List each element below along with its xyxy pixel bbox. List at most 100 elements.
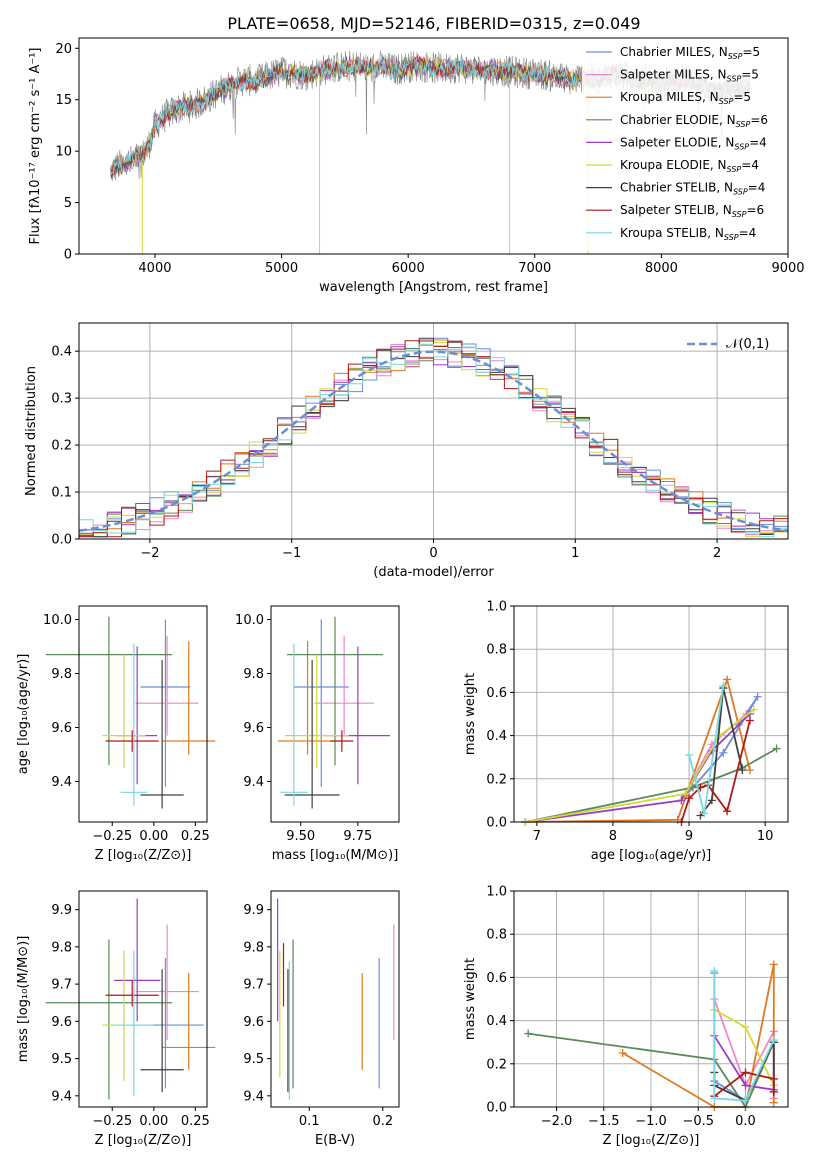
marker-kroupa-elodie [749,705,758,714]
axes-frame [78,605,208,823]
panel-mass-vs-ebv: 0.1 0.2 9.4 9.5 9.6 9.7 9.8 9.9 E(B-V) [243,890,400,1148]
x-tick-label: 2 [713,546,721,561]
marker-kroupa-stelib [685,751,694,760]
legend-entry-kroupa-stelib: Kroupa STELIB, NSSP=4 [620,226,756,242]
y-tick-label: 9.8 [243,667,264,682]
panel-spectrum: 4000 5000 6000 7000 8000 9000 0 5 10 15 20 waveleng… [28,37,805,295]
y-tick-label: 0.3 [51,392,72,407]
panel-age-vs-mass: 9.50 9.75 9.4 9.6 9.8 10.0 mass [log₁₀(M/M⊙)] [235,605,400,863]
x-axis-label: wavelength [Angstrom, rest frame] [319,280,548,295]
y-tick-label: 15 [55,93,72,108]
x-tick-label: −0.25 [92,1114,132,1129]
marker-salpeter-stelib [685,794,694,803]
y-tick-label: 9.4 [51,1089,72,1104]
y-tick-label: 9.7 [243,978,264,993]
panel-mass-weight-vs-Z: −2.0 −1.5 −1.0 −0.5 0.0 0.0 0.2 0.4 0.6 0.8 1.0 Z [… [463,885,789,1148]
y-tick-label: 9.4 [243,775,264,790]
x-tick-label: −1 [282,546,301,561]
x-tick-label: 4000 [138,261,171,276]
x-axis-label: mass [log₁₀(M/M⊙)] [272,848,399,863]
gaussian-legend-label: 𝒩(0,1) [726,337,769,352]
y-tick-label: 0.8 [486,928,507,943]
y-tick-label: 0.2 [486,1057,507,1072]
y-tick-label: 9.5 [51,1052,72,1067]
mass-weight-line-kroupa-elodie [525,708,755,823]
y-axis-label: age [log₁₀(age/yr)] [16,654,31,775]
marker-kroupa-stelib [700,809,709,818]
marker-salpeter-stelib [769,1087,778,1096]
x-tick-label: 0.1 [299,1114,320,1129]
y-tick-label: 0.0 [486,1101,507,1116]
marker-kroupa-stelib [741,1096,750,1105]
marker-chabrier-miles [753,692,762,701]
axes-frame [78,37,789,255]
x-tick-label: −1.0 [635,1114,667,1129]
x-tick-label: −0.5 [682,1114,714,1129]
marker-kroupa-elodie [681,789,690,798]
legend-entry-chabrier-miles: Chabrier MILES, NSSP=5 [620,45,760,61]
axes-frame [78,890,208,1108]
x-axis-label: Z [log₁₀(Z/Z⊙)] [95,848,192,863]
y-tick-label: 0.1 [51,486,72,501]
y-tick-label: 10 [55,145,72,160]
y-tick-label: 0.6 [486,686,507,701]
marker-kroupa-miles [723,675,732,684]
y-tick-label: 0.4 [51,345,72,360]
panel-residuals: −2 −1 0 1 2 0.0 0.1 0.2 0.3 0.4 (data-model)/error… [24,322,789,580]
legend-background [582,41,786,251]
y-tick-label: 9.6 [243,721,264,736]
x-tick-label: 10 [757,829,774,844]
x-tick-label: −1.5 [588,1114,620,1129]
x-tick-label: 9 [685,829,693,844]
panel-age-vs-Z: −0.25 0.00 0.25 9.4 9.6 9.8 10.0 Z [log₁₀(Z/Z⊙)… [16,605,216,863]
x-axis-label: Z [log₁₀(Z/Z⊙)] [603,1133,700,1148]
x-tick-label: 0.2 [372,1114,393,1129]
y-tick-label: 9.6 [243,1015,264,1030]
legend-entry-salpeter-stelib: Salpeter STELIB, NSSP=6 [620,203,764,219]
y-tick-label: 0.0 [51,533,72,548]
x-tick-label: 8000 [645,261,678,276]
legend-entry-salpeter-elodie: Salpeter ELODIE, NSSP=4 [620,135,767,151]
histogram-chabrier-stelib [79,337,788,538]
x-axis-label: (data-model)/error [373,565,494,580]
x-tick-label: 1 [571,546,579,561]
y-tick-label: 10.0 [235,613,264,628]
y-tick-label: 9.8 [51,940,72,955]
x-tick-label: 9.75 [343,829,372,844]
x-tick-label: 6000 [392,261,425,276]
mass-weight-line-chabrier-stelib [699,687,744,817]
panel-mass-vs-Z: −0.25 0.00 0.25 9.4 9.5 9.6 9.7 9.8 9.9 Z [log₁₀(… [16,890,216,1148]
y-tick-label: 9.6 [51,721,72,736]
x-axis-label: Z [log₁₀(Z/Z⊙)] [95,1133,192,1148]
y-axis-label: Flux [fλ10⁻¹⁷ erg cm⁻² s⁻¹ A⁻¹] [28,48,43,245]
y-axis-label: mass weight [463,958,478,1040]
y-tick-label: 9.9 [51,903,72,918]
marker-kroupa-miles [618,1049,627,1057]
marker-salpeter-stelib [769,1074,778,1083]
x-tick-label: 0.00 [139,1114,168,1129]
y-tick-label: 0.4 [486,729,507,744]
x-tick-label: 9000 [771,261,804,276]
marker-salpeter-stelib [745,716,754,725]
gaussian-curve [78,350,789,533]
axes-frame [513,605,789,823]
marker-chabrier-elodie [524,1029,533,1038]
x-tick-label: 0.25 [181,829,210,844]
y-tick-label: 9.4 [51,775,72,790]
axes-frame [270,890,400,1108]
y-tick-label: 1.0 [486,885,507,900]
mass-weight-line-kroupa-stelib [713,970,775,1102]
marker-salpeter-elodie [677,796,686,805]
y-tick-label: 0.2 [51,439,72,454]
x-tick-label: −2 [140,546,159,561]
mass-weight-line-salpeter-stelib [680,720,751,823]
x-tick-label: 8 [609,829,617,844]
x-tick-label: 0.25 [181,1114,210,1129]
marker-kroupa-elodie [741,1023,750,1032]
y-axis-label: Normed distribution [24,366,39,496]
mass-weight-line-salpeter-stelib [713,1071,775,1097]
y-axis-label: mass weight [463,673,478,755]
marker-kroupa-stelib [710,1094,719,1103]
y-tick-label: 9.4 [243,1089,264,1104]
